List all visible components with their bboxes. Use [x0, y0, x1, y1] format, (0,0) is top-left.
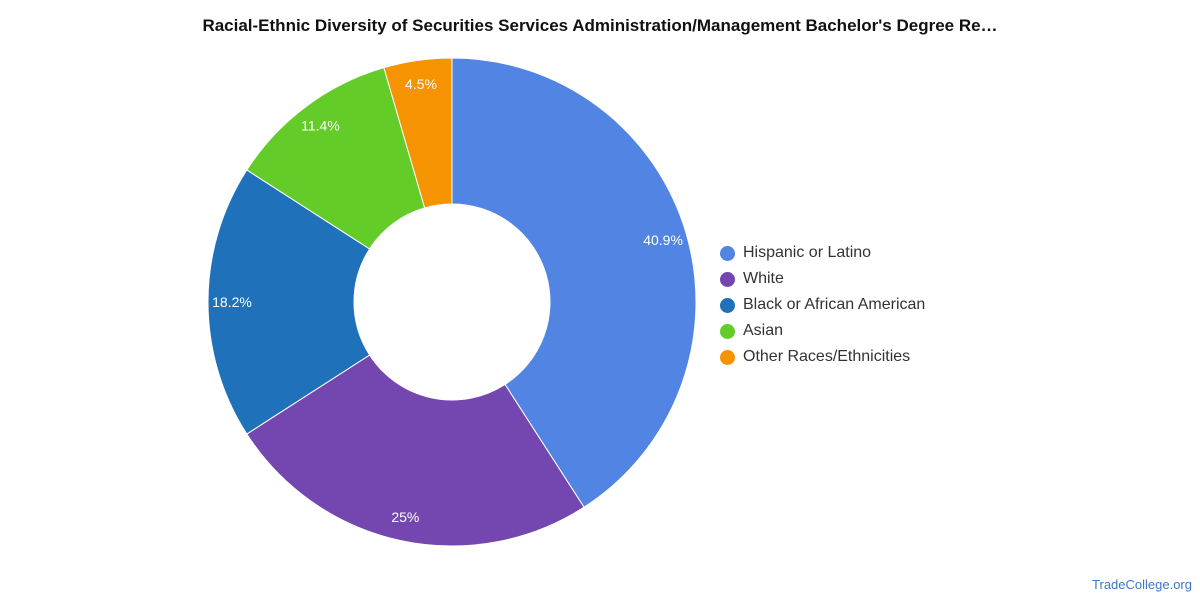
legend-item-white[interactable]: White — [720, 266, 925, 292]
slice-white[interactable] — [246, 354, 585, 547]
legend-item-hispanic[interactable]: Hispanic or Latino — [720, 240, 925, 266]
legend-label: Black or African American — [743, 296, 926, 313]
slice-data-label: 4.5% — [405, 76, 437, 92]
legend-item-asian[interactable]: Asian — [720, 318, 925, 344]
legend-item-other[interactable]: Other Races/Ethnicities — [720, 344, 925, 370]
slice-data-label: 25% — [391, 509, 419, 525]
legend-swatch — [720, 349, 735, 365]
legend-swatch — [720, 245, 735, 261]
legend-label: Asian — [743, 322, 784, 339]
legend-item-black[interactable]: Black or African American — [720, 292, 925, 318]
legend-label: White — [743, 270, 784, 287]
slice-hispanic-or-latino[interactable] — [451, 57, 697, 508]
slice-data-label: 40.9% — [643, 232, 683, 248]
legend-label: Other Races/Ethnicities — [743, 348, 911, 365]
legend-swatch — [720, 271, 735, 287]
legend-swatch — [720, 323, 735, 339]
legend-swatch — [720, 297, 735, 313]
legend-label: Hispanic or Latino — [743, 244, 872, 261]
slice-data-label: 11.4% — [301, 118, 340, 134]
slice-other-races-ethnicities[interactable] — [383, 57, 453, 209]
slice-asian[interactable] — [246, 67, 426, 250]
chart-title: Racial-Ethnic Diversity of Securities Se… — [202, 16, 998, 35]
slice-data-label: 18.2% — [212, 294, 252, 310]
slice-black-or-african-american[interactable] — [207, 169, 371, 435]
source-link[interactable]: TradeCollege.org — [1092, 577, 1192, 592]
legend: Hispanic or Latino White Black or Africa… — [720, 240, 925, 370]
